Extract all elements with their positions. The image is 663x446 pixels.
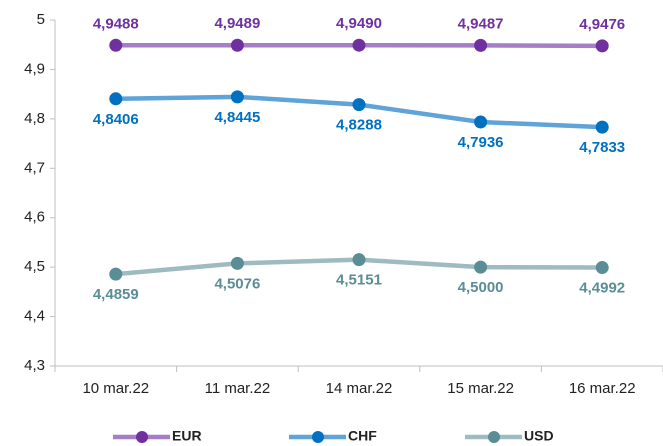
data-label: 4,4859 <box>93 286 139 303</box>
data-point <box>230 38 244 52</box>
legend-marker <box>136 431 148 443</box>
data-label: 4,9490 <box>336 15 382 32</box>
y-tick-label: 4,6 <box>24 209 45 226</box>
data-label: 4,7936 <box>458 134 504 151</box>
data-point <box>474 115 488 129</box>
data-label: 4,5151 <box>336 272 382 289</box>
y-tick-label: 4,8 <box>24 110 45 127</box>
data-label: 4,9488 <box>93 15 139 32</box>
data-label: 4,5076 <box>214 275 260 292</box>
legend-label: CHF <box>348 428 377 444</box>
data-point <box>352 253 366 267</box>
data-label: 4,7833 <box>579 139 625 156</box>
data-point <box>474 260 488 274</box>
data-point <box>595 39 609 53</box>
x-tick-label: 16 mar.22 <box>569 380 636 397</box>
y-tick-label: 4,9 <box>24 60 45 77</box>
legend-marker <box>488 431 500 443</box>
data-label: 4,9476 <box>579 16 625 33</box>
legend-marker <box>312 431 324 443</box>
y-tick-label: 5 <box>37 11 45 28</box>
legend-label: USD <box>524 428 554 444</box>
x-tick-label: 14 mar.22 <box>326 380 393 397</box>
data-point <box>352 98 366 112</box>
data-label: 4,8288 <box>336 117 382 134</box>
y-tick-label: 4,4 <box>24 308 45 325</box>
data-point <box>474 38 488 52</box>
y-tick-label: 4,5 <box>24 258 45 275</box>
y-tick-label: 4,7 <box>24 159 45 176</box>
data-label: 4,8445 <box>214 109 260 126</box>
y-tick-label: 4,3 <box>24 357 45 374</box>
data-point <box>230 256 244 270</box>
data-point <box>109 92 123 106</box>
data-label: 4,9489 <box>214 15 260 32</box>
data-point <box>230 90 244 104</box>
legend-label: EUR <box>172 428 202 444</box>
x-tick-label: 10 mar.22 <box>82 380 149 397</box>
data-point <box>595 120 609 134</box>
x-tick-label: 15 mar.22 <box>447 380 514 397</box>
data-label: 4,4992 <box>579 280 625 297</box>
data-point <box>109 38 123 52</box>
data-label: 4,9487 <box>458 15 504 32</box>
data-point <box>109 267 123 281</box>
data-label: 4,8406 <box>93 111 139 128</box>
data-point <box>352 38 366 52</box>
x-tick-label: 11 mar.22 <box>205 380 271 397</box>
data-point <box>595 261 609 275</box>
data-label: 4,5000 <box>458 279 504 296</box>
